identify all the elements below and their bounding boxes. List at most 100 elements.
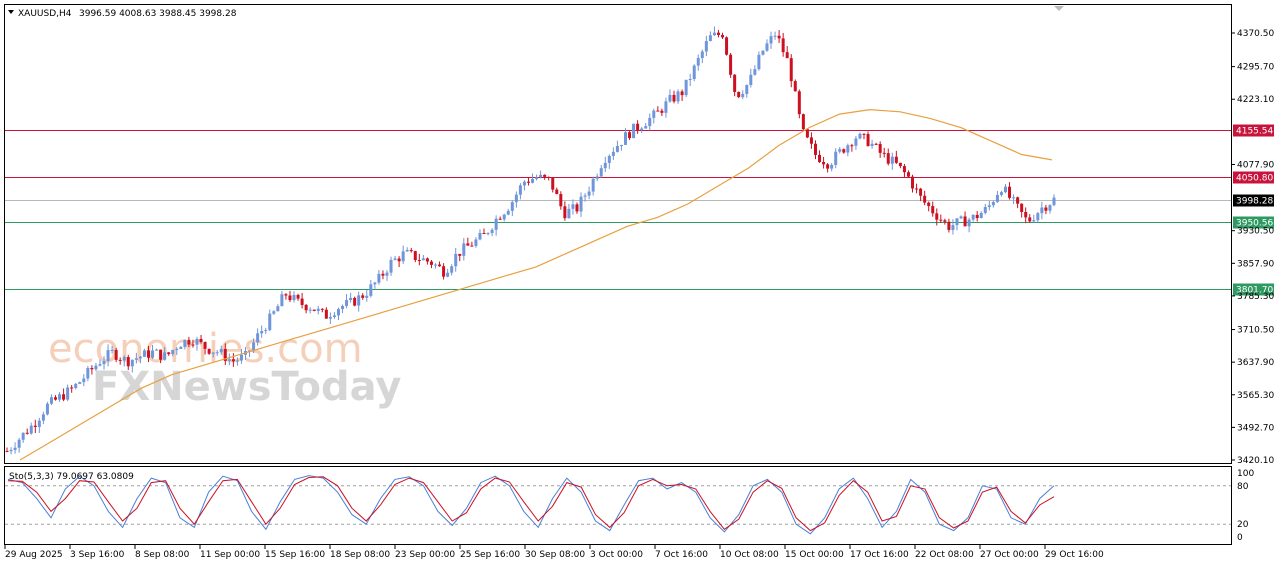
candle-body[interactable] — [531, 179, 535, 183]
candle-body[interactable] — [603, 162, 607, 169]
candle-body[interactable] — [506, 210, 510, 215]
candle-body[interactable] — [324, 309, 328, 319]
candle-body[interactable] — [668, 94, 672, 102]
candle-body[interactable] — [656, 110, 660, 112]
candle-body[interactable] — [45, 403, 49, 415]
candle-body[interactable] — [777, 35, 781, 39]
candle-body[interactable] — [510, 202, 514, 211]
candle-body[interactable] — [692, 65, 696, 80]
candle-body[interactable] — [494, 218, 498, 230]
candle-body[interactable] — [1044, 207, 1048, 211]
candle-body[interactable] — [288, 295, 292, 301]
candle-body[interactable] — [660, 110, 664, 113]
candle-body[interactable] — [385, 272, 389, 276]
candle-body[interactable] — [801, 114, 805, 130]
candle-body[interactable] — [737, 91, 741, 98]
candle-body[interactable] — [1048, 205, 1052, 211]
candle-body[interactable] — [33, 425, 37, 427]
candle-body[interactable] — [502, 214, 506, 220]
candle-body[interactable] — [1028, 217, 1032, 222]
candle-body[interactable] — [296, 294, 300, 299]
candle-body[interactable] — [54, 397, 58, 400]
candle-body[interactable] — [284, 294, 288, 296]
candle-body[interactable] — [1024, 211, 1028, 218]
candle-body[interactable] — [551, 177, 555, 190]
candle-body[interactable] — [890, 156, 894, 164]
candle-body[interactable] — [203, 341, 207, 349]
candle-body[interactable] — [623, 132, 627, 145]
candle-body[interactable] — [923, 195, 927, 203]
candle-body[interactable] — [82, 378, 86, 383]
candle-body[interactable] — [357, 295, 361, 306]
candle-body[interactable] — [822, 162, 826, 165]
candle-body[interactable] — [935, 213, 939, 220]
candle-body[interactable] — [401, 251, 405, 262]
candle-body[interactable] — [159, 349, 163, 360]
candle-body[interactable] — [785, 52, 789, 59]
candle-body[interactable] — [146, 350, 150, 358]
candle-body[interactable] — [571, 204, 575, 209]
candle-body[interactable] — [215, 352, 219, 354]
candle-body[interactable] — [846, 145, 850, 153]
candle-body[interactable] — [292, 294, 296, 301]
candle-body[interactable] — [300, 298, 304, 305]
candle-body[interactable] — [353, 297, 357, 306]
candle-body[interactable] — [345, 299, 349, 306]
candle-body[interactable] — [252, 342, 256, 351]
candle-body[interactable] — [518, 185, 522, 195]
candle-body[interactable] — [142, 350, 146, 357]
candle-body[interactable] — [987, 205, 991, 207]
candle-body[interactable] — [138, 356, 142, 359]
candle-body[interactable] — [636, 123, 640, 131]
candle-body[interactable] — [195, 338, 199, 345]
candle-body[interactable] — [894, 156, 898, 163]
candle-body[interactable] — [171, 350, 175, 355]
candle-body[interactable] — [341, 305, 345, 310]
candle-body[interactable] — [421, 258, 425, 261]
candle-body[interactable] — [830, 164, 834, 169]
candle-body[interactable] — [25, 432, 29, 434]
candle-body[interactable] — [369, 284, 373, 296]
candle-body[interactable] — [599, 168, 603, 177]
candle-body[interactable] — [280, 294, 284, 307]
candle-body[interactable] — [745, 84, 749, 94]
candle-body[interactable] — [462, 243, 466, 256]
candle-body[interactable] — [963, 216, 967, 227]
candle-body[interactable] — [470, 245, 474, 247]
candle-body[interactable] — [838, 149, 842, 152]
candle-body[interactable] — [41, 414, 45, 421]
candle-body[interactable] — [753, 69, 757, 75]
candle-body[interactable] — [721, 35, 725, 38]
candle-body[interactable] — [757, 54, 761, 70]
candle-body[interactable] — [842, 149, 846, 153]
candle-body[interactable] — [947, 221, 951, 230]
candle-body[interactable] — [741, 93, 745, 98]
candle-body[interactable] — [773, 35, 777, 37]
candle-body[interactable] — [373, 282, 377, 285]
candle-body[interactable] — [102, 361, 106, 365]
candle-body[interactable] — [579, 196, 583, 212]
candle-body[interactable] — [397, 258, 401, 262]
candle-body[interactable] — [535, 177, 539, 180]
candle-body[interactable] — [809, 137, 813, 144]
candle-body[interactable] — [377, 273, 381, 283]
candle-body[interactable] — [94, 365, 98, 370]
candle-body[interactable] — [826, 164, 830, 169]
candle-body[interactable] — [1016, 197, 1020, 204]
candle-body[interactable] — [187, 339, 191, 345]
candle-body[interactable] — [951, 225, 955, 230]
candle-body[interactable] — [999, 192, 1003, 195]
candle-body[interactable] — [114, 349, 118, 360]
candle-body[interactable] — [405, 250, 409, 252]
candle-body[interactable] — [672, 94, 676, 102]
candle-body[interactable] — [640, 128, 644, 131]
candle-body[interactable] — [789, 58, 793, 82]
candle-body[interactable] — [134, 358, 138, 360]
candle-body[interactable] — [725, 37, 729, 55]
candle-body[interactable] — [543, 174, 547, 177]
candle-body[interactable] — [878, 143, 882, 153]
candle-body[interactable] — [413, 251, 417, 260]
candle-body[interactable] — [1012, 197, 1016, 199]
candle-body[interactable] — [316, 308, 320, 311]
candle-body[interactable] — [151, 350, 155, 358]
